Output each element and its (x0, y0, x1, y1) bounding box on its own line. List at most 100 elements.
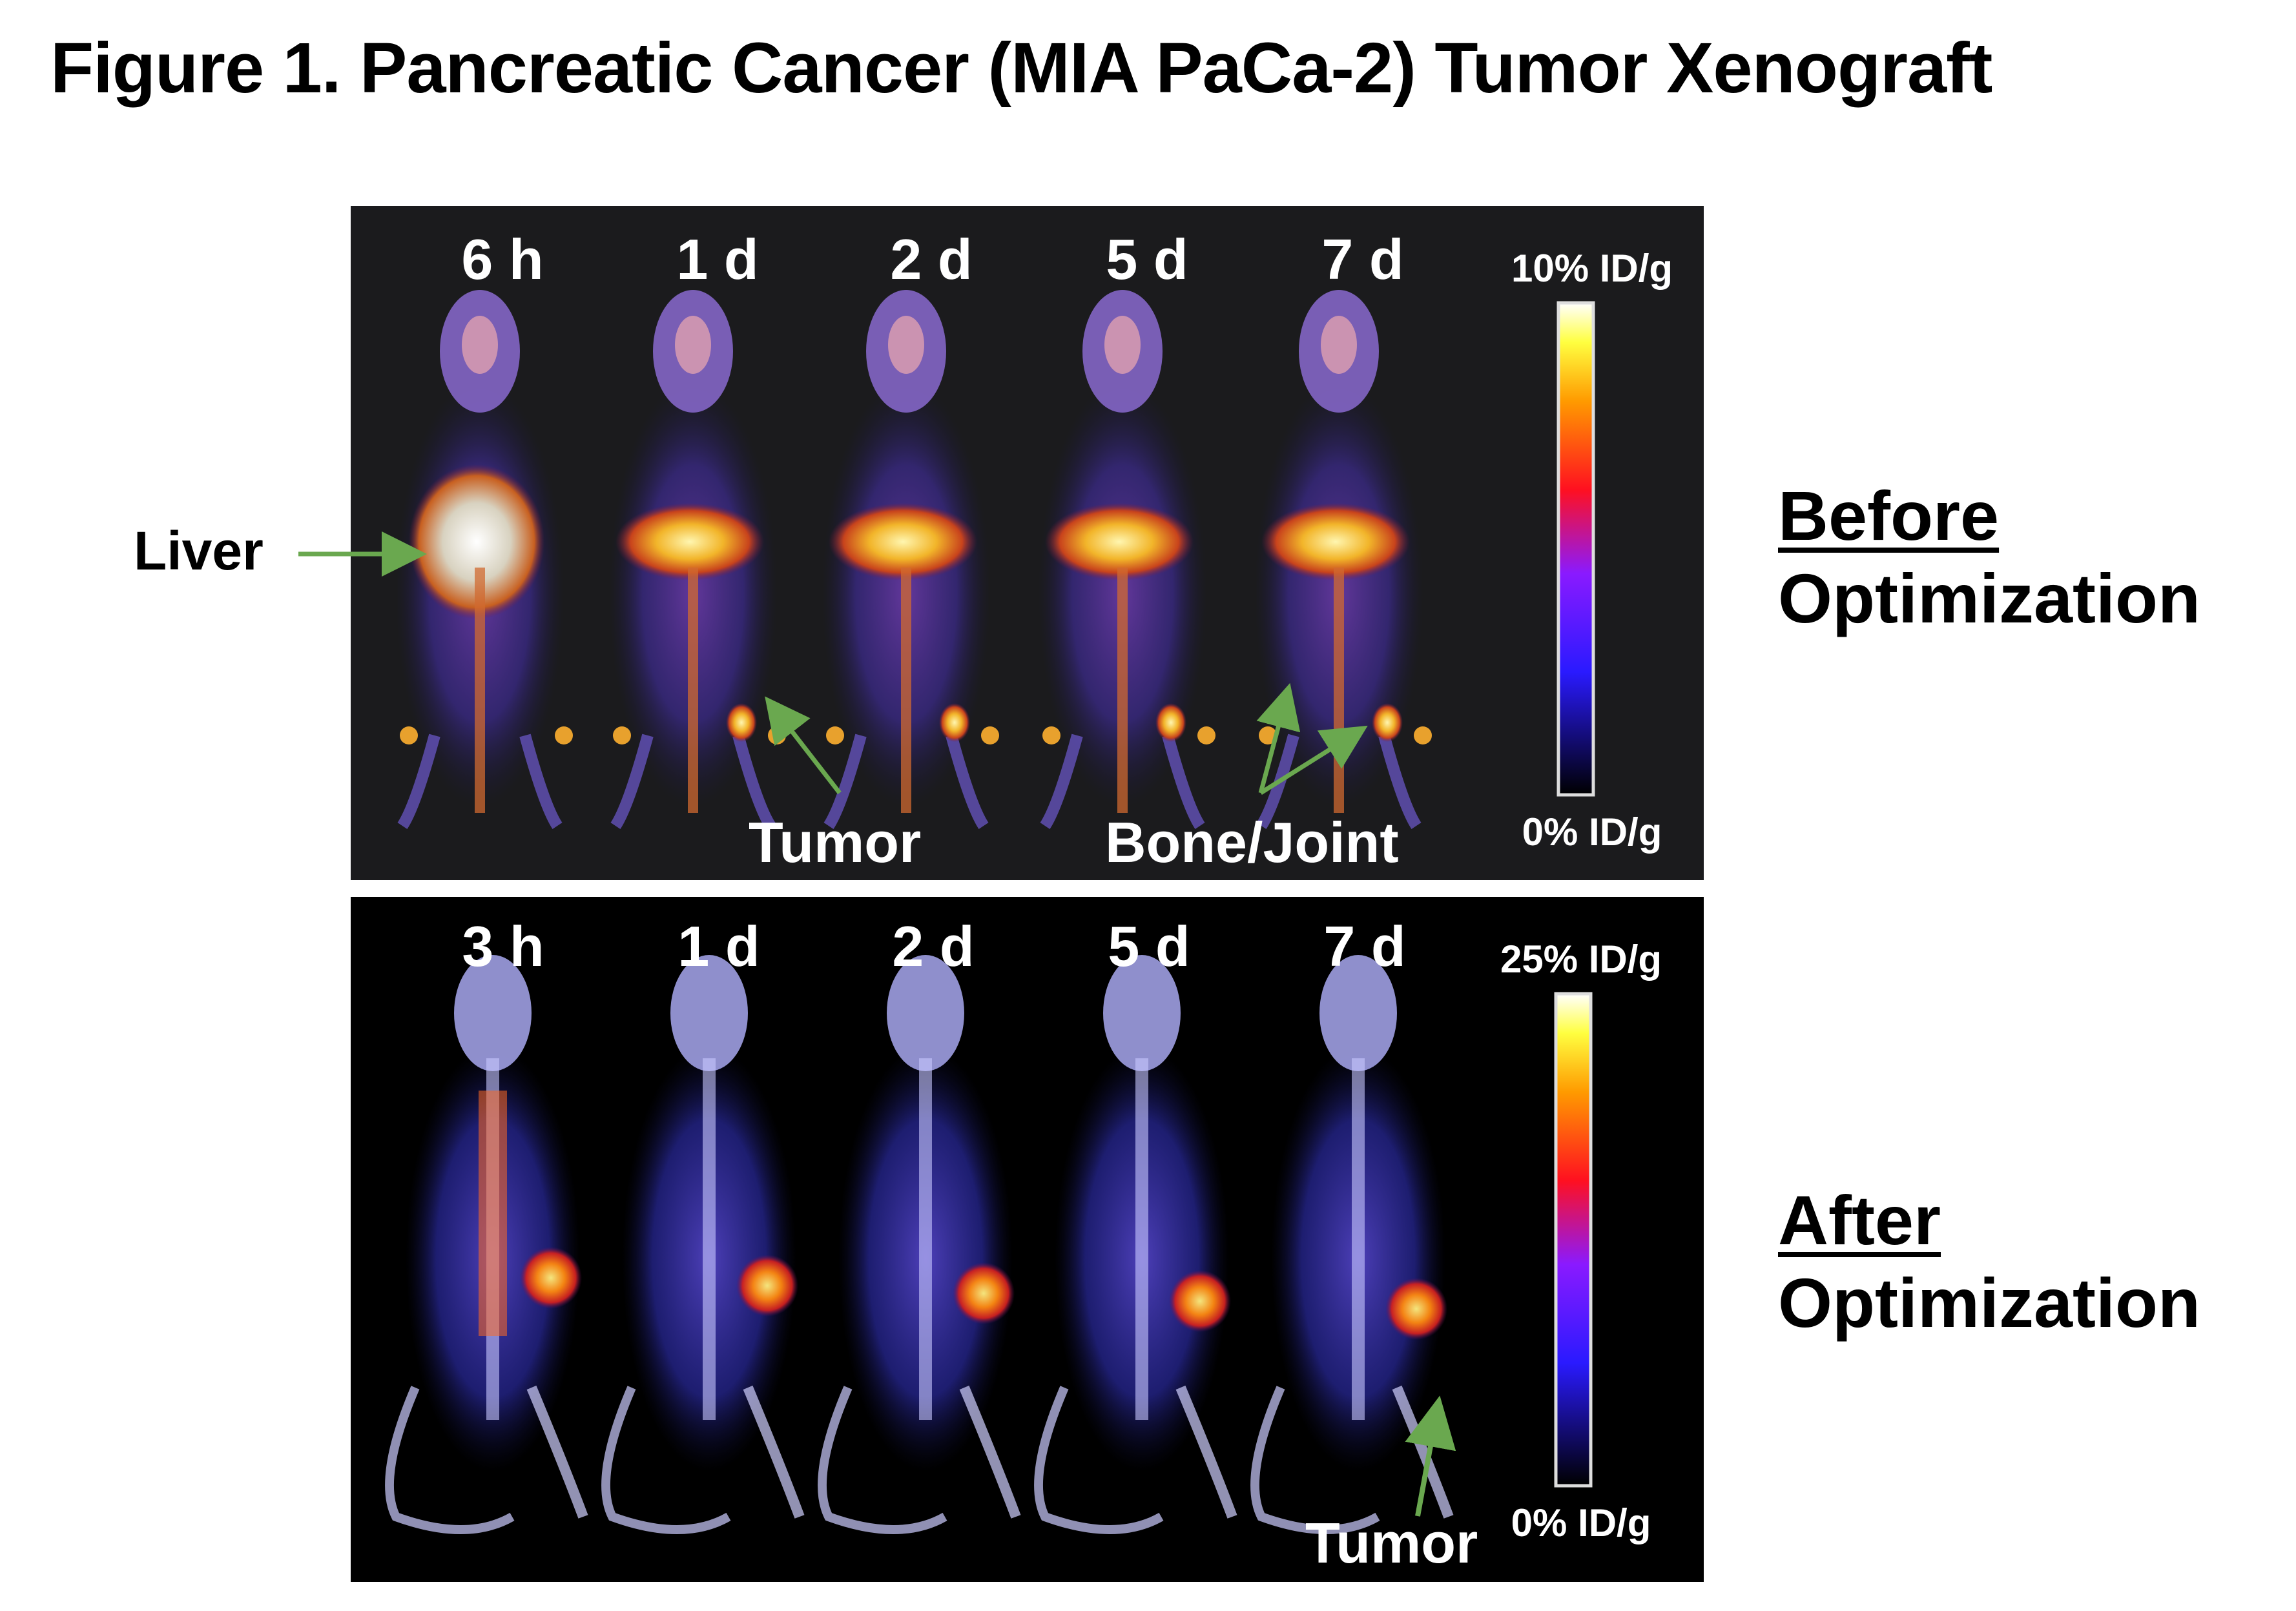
before-mouse-4 (1039, 290, 1215, 829)
spine (1135, 1058, 1148, 1420)
blood-pool-uptake (479, 1091, 507, 1336)
hind-legs (397, 734, 563, 829)
before-mouse-2 (609, 290, 786, 829)
joint-uptake (768, 726, 786, 744)
before-timepoint-2: 1 d (676, 227, 759, 291)
spine-uptake (1334, 568, 1344, 813)
after-mouse-3 (818, 955, 1021, 1534)
before-side-label-line1: Before (1778, 477, 2000, 555)
hind-legs (1040, 734, 1205, 829)
liver-uptake (1045, 503, 1194, 580)
joint-uptake (400, 726, 418, 744)
figure-title: Figure 1. Pancreatic Cancer (MIA PaCa-2)… (50, 28, 1992, 108)
tumor-uptake (726, 703, 757, 742)
hind-leg (526, 1385, 588, 1519)
tumor-uptake (1155, 703, 1186, 742)
tail (818, 1386, 947, 1534)
after-colorbar (1554, 992, 1593, 1488)
before-mouse-3 (822, 290, 999, 829)
hind-legs (823, 734, 989, 829)
spine (919, 1058, 932, 1420)
tumor-uptake (953, 1262, 1015, 1324)
after-mouse-2 (601, 955, 805, 1534)
before-mice (396, 290, 1432, 829)
hind-leg (743, 1385, 805, 1519)
joint-uptake (826, 726, 844, 744)
after-timepoint-3: 2 d (892, 914, 975, 978)
hind-leg (1175, 1385, 1237, 1519)
mouse-skull (675, 316, 711, 374)
after-side-label: After Optimization (1778, 1179, 2200, 1344)
before-mouse-1 (396, 290, 573, 829)
before-timepoint-1: 6 h (461, 227, 544, 291)
spine-uptake (901, 568, 911, 813)
after-mice (385, 955, 1454, 1534)
before-colorbar (1557, 301, 1595, 797)
tumor-uptake (1169, 1270, 1231, 1332)
mouse-head (1319, 955, 1397, 1071)
tumor-uptake (520, 1247, 582, 1309)
spine (703, 1058, 716, 1420)
joint-uptake (981, 726, 999, 744)
mouse-head (454, 955, 532, 1071)
after-timepoint-5: 7 d (1323, 914, 1406, 978)
before-scale-max: 10% ID/g (1511, 247, 1673, 290)
after-scale-max: 25% ID/g (1500, 938, 1662, 981)
joint-uptake (1259, 726, 1277, 744)
tail (1250, 1386, 1380, 1534)
bone-joint-label: Bone/Joint (1105, 810, 1399, 874)
tail (385, 1386, 515, 1534)
before-optimization-panel: 6 h 1 d 2 d 5 d 7 d 10% ID/g 0% ID/g Tum… (351, 206, 1704, 880)
before-mouse-5 (1255, 290, 1432, 829)
liver-uptake (409, 464, 544, 619)
mouse-skull (888, 316, 924, 374)
after-side-label-line1: After (1778, 1181, 1941, 1259)
before-side-label: Before Optimization (1778, 475, 2200, 640)
liver-uptake (829, 503, 977, 580)
hind-leg (959, 1385, 1021, 1519)
after-side-label-line2: Optimization (1778, 1264, 2200, 1342)
after-scale-min: 0% ID/g (1511, 1501, 1651, 1544)
before-timepoint-3: 2 d (890, 227, 973, 291)
tail (1034, 1386, 1164, 1534)
joint-uptake (1042, 726, 1060, 744)
tumor-uptake (736, 1255, 798, 1317)
hind-legs (610, 734, 776, 829)
tumor-uptake (939, 703, 970, 742)
after-pet-images (385, 955, 1593, 1534)
mouse-head (887, 955, 964, 1071)
after-mouse-5 (1250, 955, 1454, 1534)
spine-uptake (1117, 568, 1128, 813)
joint-uptake (555, 726, 573, 744)
mouse-head (1103, 955, 1181, 1071)
after-mouse-1 (385, 955, 588, 1534)
tumor-uptake (1385, 1278, 1447, 1340)
joint-uptake (613, 726, 631, 744)
before-timepoint-4: 5 d (1106, 227, 1188, 291)
hind-leg (1392, 1385, 1454, 1519)
spine-uptake (688, 568, 698, 813)
liver-label: Liver (134, 520, 264, 581)
after-mouse-4 (1034, 955, 1237, 1534)
spine (1352, 1058, 1365, 1420)
after-tumor-label: Tumor (1305, 1511, 1478, 1575)
liver-uptake (615, 503, 764, 580)
after-optimization-panel: 3 h 1 d 2 d 5 d 7 d 25% ID/g 0% ID/g Tum… (351, 897, 1704, 1582)
before-timepoint-5: 7 d (1321, 227, 1404, 291)
tumor-uptake (1372, 703, 1403, 742)
before-scale-min: 0% ID/g (1522, 810, 1662, 854)
joint-uptake (1197, 726, 1215, 744)
before-pet-images (396, 290, 1595, 829)
tail (601, 1386, 731, 1534)
after-timepoint-4: 5 d (1108, 914, 1190, 978)
mouse-skull (1104, 316, 1141, 374)
mouse-head (670, 955, 748, 1071)
after-timepoint-1: 3 h (462, 914, 544, 978)
spine-uptake (475, 568, 485, 813)
before-side-label-line2: Optimization (1778, 559, 2200, 637)
before-tumor-label: Tumor (749, 810, 922, 874)
mouse-skull (462, 316, 498, 374)
after-timepoint-2: 1 d (677, 914, 760, 978)
mouse-skull (1321, 316, 1357, 374)
joint-uptake (1414, 726, 1432, 744)
